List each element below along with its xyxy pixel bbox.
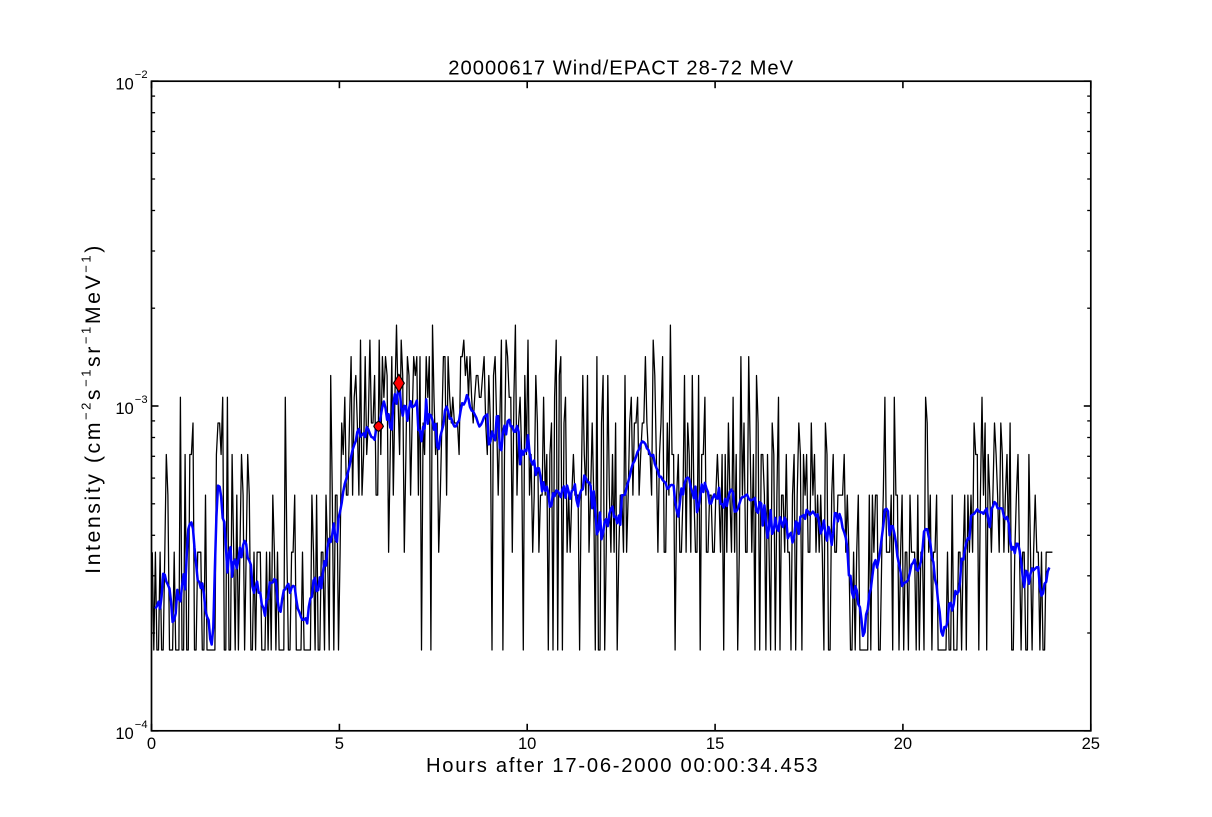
svg-text:10: 10 [115,724,133,743]
svg-text:0: 0 [147,734,156,753]
svg-text:10: 10 [115,399,133,418]
svg-text:−4: −4 [135,719,148,731]
svg-text:15: 15 [706,734,724,753]
svg-text:−2: −2 [135,69,148,81]
svg-text:10: 10 [115,74,133,93]
svg-text:25: 25 [1082,734,1100,753]
svg-text:−3: −3 [135,394,148,406]
svg-text:20: 20 [894,734,912,753]
svg-text:Hours after 17-06-2000 00:00:3: Hours after 17-06-2000 00:00:34.453 [426,755,819,777]
svg-text:5: 5 [335,734,344,753]
svg-text:10: 10 [518,734,536,753]
svg-text:20000617 Wind/EPACT 28-72 MeV: 20000617 Wind/EPACT 28-72 MeV [448,58,794,80]
